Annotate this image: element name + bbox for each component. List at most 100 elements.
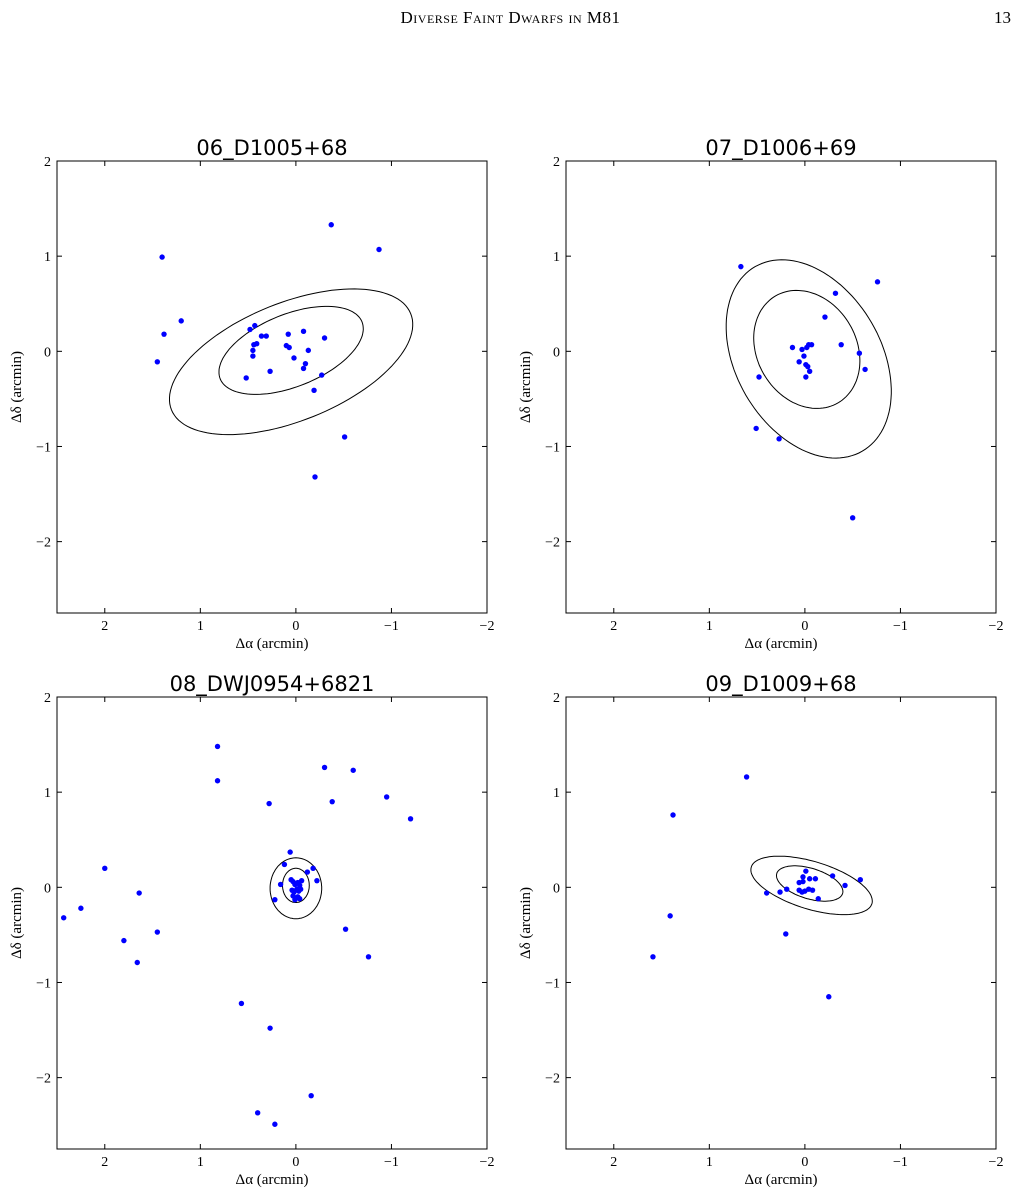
- data-point: [806, 368, 813, 374]
- data-point: [776, 436, 782, 442]
- data-point: [812, 876, 819, 882]
- y-tick-label: 0: [553, 881, 560, 896]
- x-tick-label: 2: [610, 1155, 617, 1170]
- data-point: [154, 359, 161, 365]
- data-point: [297, 886, 304, 892]
- x-tick-label: −1: [384, 1155, 399, 1170]
- data-point: [342, 926, 349, 932]
- y-tick-label: 1: [44, 786, 51, 801]
- x-axis-label: Δα (arcmin): [745, 1172, 818, 1188]
- data-point: [376, 246, 382, 253]
- data-point: [292, 896, 298, 903]
- y-axis-label: Δδ (arcmin): [9, 351, 25, 423]
- data-point: [250, 353, 256, 359]
- data-point: [308, 1093, 314, 1099]
- data-point: [805, 363, 811, 370]
- data-point: [178, 318, 184, 324]
- data-point: [783, 931, 789, 937]
- data-point: [318, 372, 325, 378]
- data-point: [857, 877, 864, 883]
- data-point: [856, 350, 863, 356]
- y-tick-label: −1: [545, 440, 560, 455]
- x-tick-label: 0: [292, 1155, 299, 1170]
- y-axis-label: Δδ (arcmin): [518, 351, 534, 423]
- y-tick-label: 2: [553, 155, 560, 170]
- data-point: [796, 359, 802, 365]
- data-point: [291, 355, 297, 361]
- plot-frame: [56, 160, 488, 614]
- data-point: [815, 896, 821, 902]
- data-point: [243, 375, 249, 381]
- data-point: [822, 314, 828, 320]
- data-point: [134, 959, 140, 966]
- page-number: 13: [994, 8, 1011, 27]
- plot-frame: [565, 696, 997, 1150]
- data-point: [214, 743, 221, 750]
- data-point: [743, 774, 750, 780]
- data-point: [287, 849, 293, 855]
- data-point: [670, 812, 676, 818]
- data-point: [267, 368, 273, 374]
- y-axis-label: Δδ (arcmin): [518, 887, 534, 959]
- data-point: [300, 328, 307, 335]
- x-tick-label: 1: [706, 619, 713, 634]
- data-point: [407, 816, 414, 822]
- running-head: Diverse Faint Dwarfs in M81: [400, 8, 621, 27]
- data-point: [314, 877, 320, 884]
- data-point: [302, 360, 309, 367]
- x-tick-label: 0: [801, 1155, 808, 1170]
- x-tick-label: 2: [610, 619, 617, 634]
- x-tick-label: −2: [989, 619, 1004, 634]
- data-point: [803, 374, 809, 380]
- data-point: [154, 929, 161, 935]
- data-point: [842, 882, 848, 889]
- x-tick-label: −1: [893, 1155, 908, 1170]
- x-axis-label: Δα (arcmin): [236, 636, 309, 652]
- x-tick-label: 2: [101, 1155, 108, 1170]
- y-tick-label: −2: [545, 536, 560, 551]
- data-point: [298, 877, 305, 884]
- y-tick-label: 1: [553, 250, 560, 265]
- x-tick-label: −1: [893, 619, 908, 634]
- data-point: [281, 861, 288, 868]
- chart-title: 09_D1009+68: [705, 672, 856, 697]
- data-point: [305, 347, 312, 354]
- data-point: [277, 881, 284, 888]
- data-point: [838, 341, 844, 348]
- data-point: [806, 876, 813, 882]
- data-point: [297, 896, 303, 902]
- x-tick-label: −1: [384, 619, 399, 634]
- data-point: [321, 335, 328, 341]
- data-point: [159, 254, 165, 260]
- data-point: [247, 326, 253, 333]
- data-point: [267, 1025, 273, 1031]
- data-point: [849, 515, 856, 521]
- ellipse-outer: [725, 259, 892, 459]
- data-point: [329, 798, 335, 805]
- data-point: [800, 878, 806, 885]
- data-point: [803, 868, 809, 874]
- data-point: [862, 366, 868, 373]
- data-point: [102, 865, 108, 871]
- y-tick-label: 0: [553, 345, 560, 360]
- x-tick-label: −2: [480, 619, 495, 634]
- x-tick-label: −2: [480, 1155, 495, 1170]
- data-point: [801, 353, 807, 359]
- y-tick-label: 2: [553, 691, 560, 706]
- data-point: [328, 222, 334, 228]
- data-point: [321, 764, 328, 771]
- x-tick-label: 0: [292, 619, 299, 634]
- ellipse-inner: [776, 865, 844, 902]
- data-point: [789, 344, 796, 351]
- y-tick-label: −1: [36, 976, 51, 991]
- x-tick-label: 1: [197, 619, 204, 634]
- data-point: [304, 869, 311, 875]
- data-point: [829, 873, 836, 879]
- data-point: [799, 346, 805, 353]
- data-point: [214, 778, 221, 784]
- data-point: [286, 344, 292, 351]
- data-point: [300, 365, 307, 372]
- chart-title: 08_DWJ0954+6821: [170, 672, 375, 697]
